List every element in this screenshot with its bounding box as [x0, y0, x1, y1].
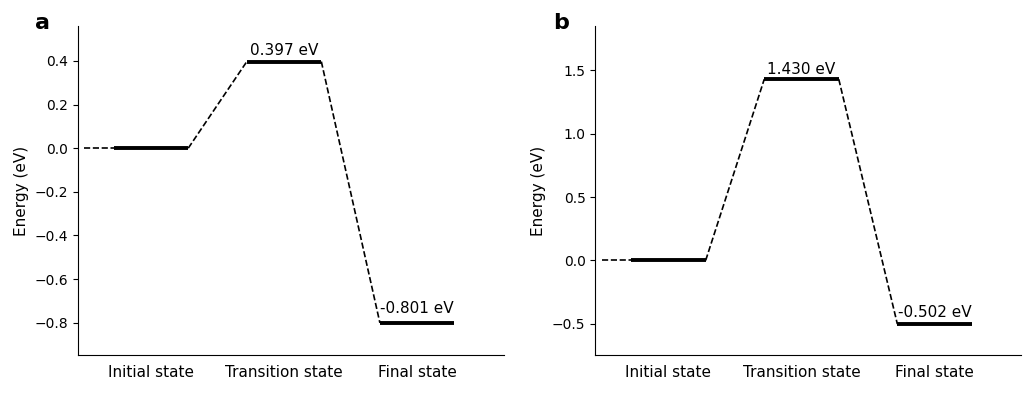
- Text: -0.502 eV: -0.502 eV: [897, 305, 972, 320]
- Text: -0.801 eV: -0.801 eV: [380, 301, 454, 316]
- Text: 0.397 eV: 0.397 eV: [249, 43, 319, 58]
- Y-axis label: Energy (eV): Energy (eV): [13, 146, 29, 236]
- Text: 1.430 eV: 1.430 eV: [767, 62, 835, 77]
- Text: b: b: [553, 13, 568, 33]
- Text: a: a: [35, 13, 51, 33]
- Y-axis label: Energy (eV): Energy (eV): [531, 146, 546, 236]
